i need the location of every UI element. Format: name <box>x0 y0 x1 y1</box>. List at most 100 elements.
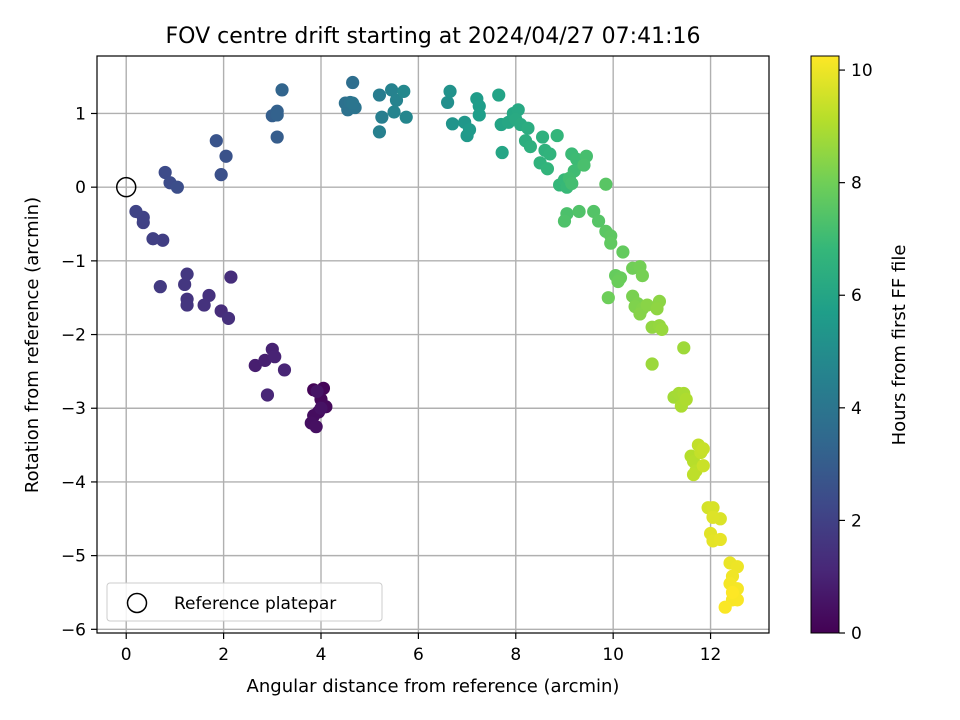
colorbar-tick-label: 6 <box>851 286 862 306</box>
data-point <box>389 93 404 107</box>
data-point <box>677 341 691 355</box>
data-point <box>214 168 228 182</box>
data-point <box>523 140 537 154</box>
data-point <box>495 145 509 160</box>
colorbar-tick-label: 4 <box>851 399 862 419</box>
data-point <box>372 125 387 139</box>
data-point <box>713 532 727 547</box>
data-point <box>462 123 477 137</box>
data-point <box>577 158 591 172</box>
colorbar-label: Hours from first FF file <box>889 245 910 446</box>
data-point <box>180 298 194 312</box>
data-point <box>725 585 740 600</box>
y-axis-ticks: −6 −5 −4 −3 −2 −1 0 1 <box>61 104 97 640</box>
data-point <box>219 149 233 163</box>
data-point <box>679 392 693 406</box>
colorbar-tick-label: 0 <box>851 624 862 644</box>
y-tick-label: −1 <box>61 252 86 272</box>
data-point <box>611 274 625 289</box>
data-point <box>221 311 236 325</box>
x-tick-label: 4 <box>316 645 327 665</box>
reference-point-marker <box>115 176 137 198</box>
data-point <box>521 121 535 135</box>
data-point <box>180 267 194 281</box>
data-point <box>197 298 211 312</box>
data-point <box>268 350 282 364</box>
data-point <box>270 108 284 122</box>
data-point <box>248 358 262 373</box>
x-axis-label: Angular distance from reference (arcmin) <box>247 676 620 697</box>
data-point <box>158 165 172 180</box>
data-point <box>591 214 606 228</box>
legend-box <box>106 582 383 622</box>
data-point <box>310 384 324 398</box>
legend-entry-label: Reference platepar <box>174 594 336 614</box>
data-point <box>655 322 669 336</box>
y-tick-label: −5 <box>61 547 86 567</box>
data-point <box>543 147 557 161</box>
colorbar-tick-label: 10 <box>851 61 873 81</box>
data-point <box>540 162 555 176</box>
chart-title: FOV centre drift starting at 2024/04/27 … <box>166 24 701 49</box>
legend: Reference platepar <box>106 582 383 622</box>
data-point <box>645 357 659 371</box>
data-point <box>129 204 143 219</box>
data-point <box>397 84 411 98</box>
data-point <box>601 291 615 305</box>
x-tick-label: 12 <box>700 645 722 665</box>
data-point <box>399 110 413 124</box>
colorbar-ticks: 0 2 4 6 8 10 <box>839 61 873 644</box>
x-axis-ticks: 0 2 4 6 8 10 12 <box>121 633 722 665</box>
data-point <box>270 130 284 144</box>
y-tick-label: −4 <box>61 473 86 493</box>
data-point <box>385 83 399 97</box>
data-point <box>599 177 613 191</box>
data-point <box>550 128 564 143</box>
x-tick-label: 2 <box>218 645 229 665</box>
data-point <box>346 96 360 110</box>
data-point <box>275 83 289 97</box>
grid <box>97 56 769 633</box>
data-point <box>650 302 664 316</box>
colorbar-tick-label: 8 <box>851 174 862 194</box>
x-tick-label: 10 <box>602 645 624 665</box>
data-point <box>696 459 710 473</box>
legend-marker-circle <box>126 592 148 614</box>
data-point <box>209 134 223 148</box>
plot-frame <box>96 55 770 634</box>
y-axis-label: Rotation from reference (arcmin) <box>22 197 43 493</box>
colorbar <box>810 55 840 634</box>
data-point <box>170 180 184 194</box>
data-point <box>616 245 630 259</box>
data-point <box>260 388 275 402</box>
colorbar-tick-label: 2 <box>851 511 862 531</box>
y-tick-label: 0 <box>75 178 86 198</box>
data-point <box>156 233 170 247</box>
data-point <box>375 110 389 124</box>
data-point <box>718 600 732 614</box>
y-tick-label: −2 <box>61 326 86 346</box>
data-point <box>445 117 460 131</box>
data-point <box>387 105 401 119</box>
scatter-points <box>129 75 744 614</box>
data-point <box>604 236 618 250</box>
data-point <box>346 75 360 90</box>
data-point <box>686 467 701 482</box>
y-tick-label: 1 <box>75 104 86 124</box>
data-point <box>565 176 579 191</box>
x-tick-label: 8 <box>510 645 521 665</box>
data-point <box>441 95 455 110</box>
y-tick-label: −3 <box>61 399 86 419</box>
y-tick-label: −6 <box>61 620 86 640</box>
data-point <box>706 510 720 524</box>
data-point <box>696 442 710 456</box>
x-tick-label: 0 <box>121 645 132 665</box>
data-point <box>557 214 572 228</box>
data-point <box>309 420 323 434</box>
data-point <box>178 277 192 292</box>
data-point <box>535 130 550 144</box>
data-point <box>635 268 649 283</box>
data-point <box>572 204 586 219</box>
data-point <box>277 363 292 377</box>
